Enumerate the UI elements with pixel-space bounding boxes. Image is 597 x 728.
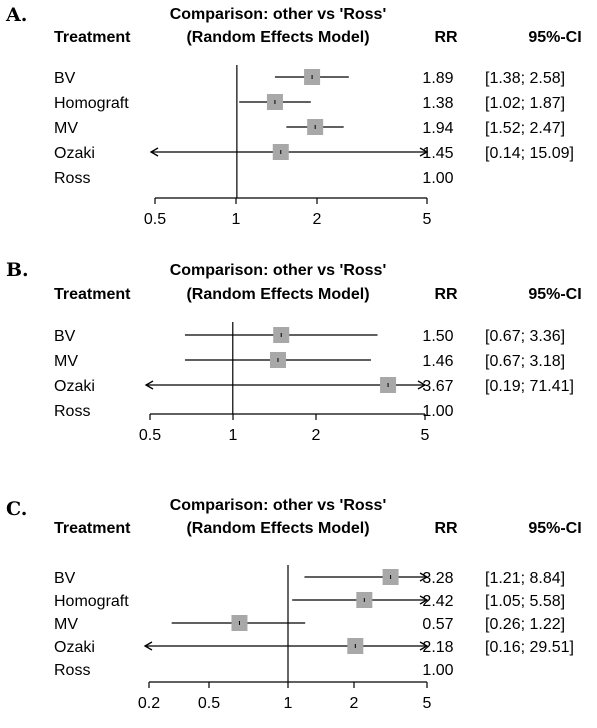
ci-value: [0.19; 71.41] <box>485 378 574 395</box>
rr-column-header: RR <box>434 520 458 537</box>
rr-value: 1.38 <box>422 95 453 112</box>
rr-value: 2.42 <box>422 593 453 610</box>
rr-value: 1.00 <box>422 662 453 679</box>
treatment-column-header: Treatment <box>54 520 131 537</box>
ci-arrow-left <box>143 641 153 651</box>
rr-value: 1.50 <box>422 328 453 345</box>
ci-arrow-right <box>417 380 427 390</box>
ci-value: [0.26; 1.22] <box>485 616 565 633</box>
x-tick-label: 1 <box>284 695 293 712</box>
ci-column-header: 95%-CI <box>528 520 581 537</box>
treatment-label: Homograft <box>54 593 129 610</box>
chart-subtitle: (Random Effects Model) <box>186 29 369 46</box>
rr-value: 3.28 <box>422 570 453 587</box>
rr-value: 1.89 <box>422 70 453 87</box>
rr-value: 1.00 <box>422 403 453 420</box>
ci-arrow-right <box>419 572 429 582</box>
chart-title: Comparison: other vs 'Ross' <box>170 497 387 514</box>
ci-value: [1.05; 5.58] <box>485 593 565 610</box>
x-tick-label: 2 <box>313 211 322 228</box>
rr-value: 1.00 <box>422 170 453 187</box>
rr-value: 1.46 <box>422 353 453 370</box>
ci-column-header: 95%-CI <box>528 286 581 303</box>
treatment-label: Ozaki <box>54 145 95 162</box>
ci-value: [1.21; 8.84] <box>485 570 565 587</box>
ci-value: [1.38; 2.58] <box>485 70 565 87</box>
forest-panel-c: C. Comparison: other vs 'Ross' (Random Eff… <box>6 497 582 712</box>
x-tick-label: 0.2 <box>138 695 160 712</box>
treatment-label: Ross <box>54 403 90 420</box>
ci-value: [0.67; 3.18] <box>485 353 565 370</box>
x-tick-label: 2 <box>312 427 321 444</box>
treatment-column-header: Treatment <box>54 286 131 303</box>
treatment-label: Ozaki <box>54 639 95 656</box>
panel-letter: A. <box>5 4 27 26</box>
rr-column-header: RR <box>434 286 458 303</box>
chart-subtitle: (Random Effects Model) <box>186 520 369 537</box>
ci-arrow-left <box>149 147 159 157</box>
x-tick-label: 1 <box>229 427 238 444</box>
panel-letter: B. <box>6 259 29 281</box>
ci-arrow-right <box>419 595 429 605</box>
treatment-label: Ross <box>54 662 90 679</box>
treatment-label: MV <box>54 120 78 137</box>
ci-value: [1.02; 1.87] <box>485 95 565 112</box>
treatment-label: Ozaki <box>54 378 95 395</box>
ci-value: [1.52; 2.47] <box>485 120 565 137</box>
chart-subtitle: (Random Effects Model) <box>186 286 369 303</box>
rr-value: 2.18 <box>422 639 453 656</box>
x-tick-label: 5 <box>421 427 430 444</box>
forest-panel-b: B. Comparison: other vs 'Ross' (Random Eff… <box>6 259 582 444</box>
x-tick-label: 5 <box>423 211 432 228</box>
ci-arrow-right <box>419 641 429 651</box>
treatment-label: BV <box>54 328 76 345</box>
x-tick-label: 2 <box>350 695 359 712</box>
treatment-label: MV <box>54 616 78 633</box>
panel-letter: C. <box>6 498 27 520</box>
rr-value: 1.94 <box>422 120 453 137</box>
ci-value: [0.67; 3.36] <box>485 328 565 345</box>
treatment-label: BV <box>54 70 76 87</box>
treatment-label: BV <box>54 570 76 587</box>
x-tick-label: 5 <box>423 695 432 712</box>
ci-value: [0.16; 29.51] <box>485 639 574 656</box>
treatment-column-header: Treatment <box>54 29 131 46</box>
chart-title: Comparison: other vs 'Ross' <box>170 6 387 23</box>
ci-arrow-right <box>419 147 429 157</box>
chart-title: Comparison: other vs 'Ross' <box>170 262 387 279</box>
x-tick-label: 0.5 <box>144 211 166 228</box>
x-tick-label: 1 <box>232 211 241 228</box>
x-tick-label: 0.5 <box>198 695 220 712</box>
treatment-label: Ross <box>54 170 90 187</box>
forest-panel-a: A. Comparison: other vs 'Ross' (Random Eff… <box>5 4 582 228</box>
ci-column-header: 95%-CI <box>528 29 581 46</box>
treatment-label: MV <box>54 353 78 370</box>
x-tick-label: 0.5 <box>139 427 161 444</box>
rr-column-header: RR <box>434 29 458 46</box>
rr-value: 3.67 <box>422 378 453 395</box>
treatment-label: Homograft <box>54 95 129 112</box>
rr-value: 1.45 <box>422 145 453 162</box>
ci-value: [0.14; 15.09] <box>485 145 574 162</box>
ci-arrow-left <box>144 380 154 390</box>
rr-value: 0.57 <box>422 616 453 633</box>
